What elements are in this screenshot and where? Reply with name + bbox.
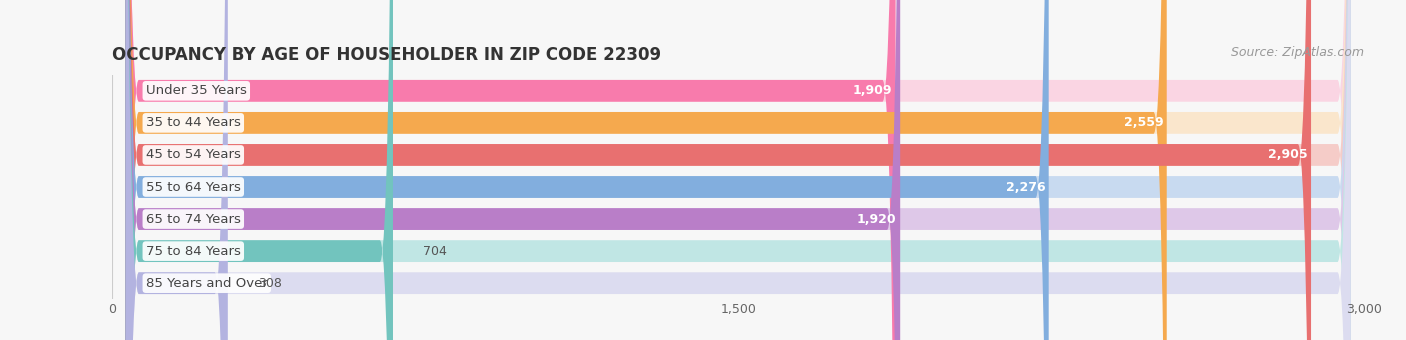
FancyBboxPatch shape <box>125 0 1310 340</box>
Text: 2,905: 2,905 <box>1268 149 1308 162</box>
FancyBboxPatch shape <box>125 0 1351 340</box>
Text: 85 Years and Over: 85 Years and Over <box>146 277 267 290</box>
Text: 45 to 54 Years: 45 to 54 Years <box>146 149 240 162</box>
Text: OCCUPANCY BY AGE OF HOUSEHOLDER IN ZIP CODE 22309: OCCUPANCY BY AGE OF HOUSEHOLDER IN ZIP C… <box>112 46 662 64</box>
Text: 2,559: 2,559 <box>1123 116 1163 130</box>
FancyBboxPatch shape <box>125 0 394 340</box>
FancyBboxPatch shape <box>125 0 1351 340</box>
FancyBboxPatch shape <box>125 0 1351 340</box>
FancyBboxPatch shape <box>125 0 228 340</box>
Text: 75 to 84 Years: 75 to 84 Years <box>146 244 240 258</box>
FancyBboxPatch shape <box>125 0 1167 340</box>
FancyBboxPatch shape <box>125 0 1351 340</box>
Text: 704: 704 <box>423 244 447 258</box>
Text: Under 35 Years: Under 35 Years <box>146 84 246 97</box>
Text: 308: 308 <box>257 277 281 290</box>
FancyBboxPatch shape <box>125 0 1351 340</box>
FancyBboxPatch shape <box>125 0 1049 340</box>
Text: 1,909: 1,909 <box>852 84 891 97</box>
FancyBboxPatch shape <box>125 0 1351 340</box>
FancyBboxPatch shape <box>125 0 896 340</box>
FancyBboxPatch shape <box>125 0 1351 340</box>
Text: 35 to 44 Years: 35 to 44 Years <box>146 116 240 130</box>
Text: 1,920: 1,920 <box>858 212 897 225</box>
FancyBboxPatch shape <box>125 0 900 340</box>
Text: 2,276: 2,276 <box>1005 181 1045 193</box>
Text: 65 to 74 Years: 65 to 74 Years <box>146 212 240 225</box>
Text: Source: ZipAtlas.com: Source: ZipAtlas.com <box>1230 46 1364 58</box>
Text: 55 to 64 Years: 55 to 64 Years <box>146 181 240 193</box>
